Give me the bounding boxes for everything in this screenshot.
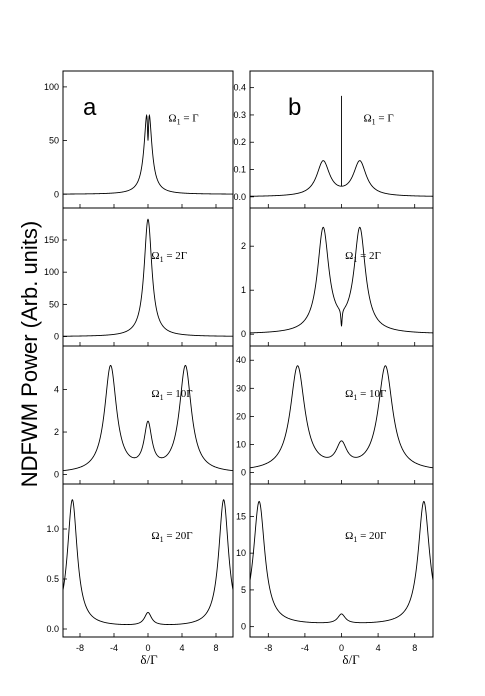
panel-a-2: 0 50 100 150 Ω1 = 2Γ — [44, 207, 234, 347]
panel-b-4: 0 5 10 15 -8 -4 0 4 8 Ω1 = 20Γ — [236, 483, 434, 653]
series-line — [249, 226, 434, 334]
y-tick-label: 0 — [241, 468, 246, 478]
x-tick-label: -4 — [301, 643, 309, 653]
y-tick-label: 150 — [44, 235, 59, 245]
panel-b-1: 0.0 0.1 0.2 0.3 0.4 Ω1 = Γ b — [233, 70, 434, 209]
x-axis-label-b: δ/Γ — [342, 652, 360, 667]
panel-letter-b: b — [288, 94, 301, 121]
y-tick-label: 100 — [44, 267, 59, 277]
x-tick-label: 8 — [412, 643, 417, 653]
x-tick-label: 4 — [376, 643, 381, 653]
x-tick-label: 4 — [179, 643, 184, 653]
y-tick-label: 0.3 — [233, 110, 246, 120]
y-tick-label: 30 — [236, 383, 246, 393]
y-tick-label: 0.2 — [233, 137, 246, 147]
series-line — [62, 364, 234, 472]
y-tick-label: 50 — [49, 299, 59, 309]
series-line — [63, 218, 233, 337]
y-tick-label: 2 — [54, 427, 59, 437]
series-line — [249, 500, 434, 624]
y-tick-label: 0 — [54, 470, 59, 480]
y-tick-label: 5 — [241, 585, 246, 595]
y-tick-label: 0.0 — [233, 192, 246, 202]
y-tick-label: 0 — [54, 332, 59, 342]
rabi-frequency-label: Ω1 = Γ — [363, 113, 393, 127]
y-axis-label: NDFWM Power (Arb. units) — [17, 221, 42, 487]
x-tick-label: -8 — [76, 643, 84, 653]
rabi-frequency-label: Ω1 = 2Γ — [151, 250, 187, 264]
series-line — [63, 113, 233, 195]
rabi-frequency-label: Ω1 = 2Γ — [345, 250, 381, 264]
rabi-frequency-label: Ω1 = Γ — [168, 113, 198, 127]
series-line — [250, 160, 433, 197]
panel-a-4: 0.0 0.5 1.0 -8 -4 0 4 8 Ω1 = 20Γ — [46, 483, 234, 653]
panel-letter-a: a — [83, 94, 97, 121]
rabi-frequency-label: Ω1 = 10Γ — [151, 388, 192, 402]
y-tick-label: 10 — [236, 439, 246, 449]
y-tick-label: 20 — [236, 411, 246, 421]
y-tick-label: 0.5 — [46, 574, 59, 584]
x-tick-label: 0 — [339, 643, 344, 653]
y-tick-label: 1 — [241, 285, 246, 295]
rabi-frequency-label: Ω1 = 10Γ — [345, 388, 386, 402]
series-line — [62, 499, 234, 625]
rabi-frequency-label: Ω1 = 20Γ — [151, 530, 192, 544]
series-line — [249, 365, 434, 469]
y-tick-label: 15 — [236, 511, 246, 521]
y-tick-label: 10 — [236, 548, 246, 558]
panel-a-3: 0 2 4 Ω1 = 10Γ — [54, 345, 234, 485]
y-tick-label: 40 — [236, 355, 246, 365]
panel-frame — [62, 483, 234, 638]
panel-frame — [62, 207, 234, 347]
y-tick-label: 0 — [241, 329, 246, 339]
x-axis-label-a: δ/Γ — [140, 652, 158, 667]
x-tick-label: -4 — [110, 643, 118, 653]
panel-b-2: 0 1 2 Ω1 = 2Γ — [241, 207, 434, 347]
y-tick-label: 0 — [241, 622, 246, 632]
y-tick-label: 50 — [49, 136, 59, 146]
rabi-frequency-label: Ω1 = 20Γ — [345, 530, 386, 544]
panel-a-1: 0 50 100 Ω1 = Γ a — [44, 70, 234, 209]
y-tick-label: 0.1 — [233, 165, 246, 175]
y-tick-label: 0.0 — [46, 624, 59, 634]
y-tick-label: 4 — [54, 384, 59, 394]
y-tick-label: 1.0 — [46, 524, 59, 534]
x-tick-label: 0 — [145, 643, 150, 653]
panel-b-3: 0 10 20 30 40 Ω1 = 10Γ — [236, 345, 434, 485]
y-tick-label: 0 — [54, 189, 59, 199]
panel-frame — [249, 345, 434, 485]
y-tick-label: 100 — [44, 82, 59, 92]
x-tick-label: 8 — [213, 643, 218, 653]
x-tick-label: -8 — [264, 643, 272, 653]
y-tick-label: 0.4 — [233, 83, 246, 93]
y-tick-label: 2 — [241, 241, 246, 251]
panel-frame — [62, 345, 234, 485]
